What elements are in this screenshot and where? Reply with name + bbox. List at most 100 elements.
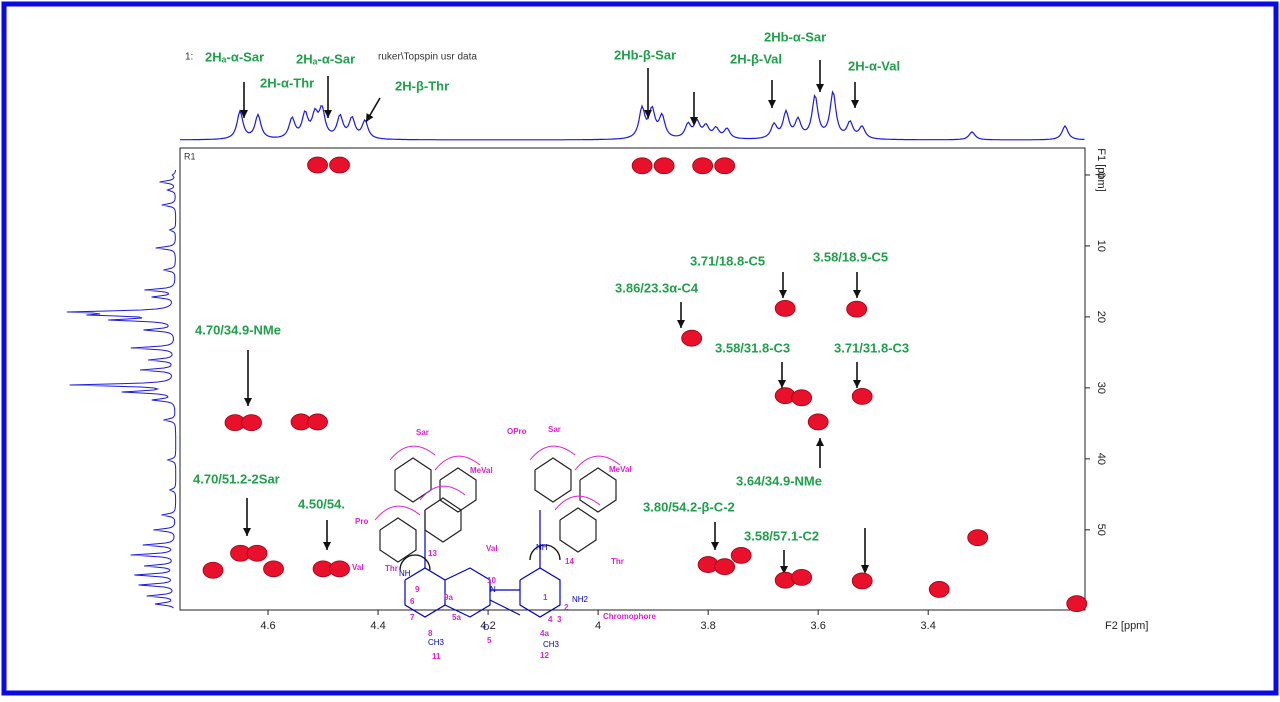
cross-peak [967,529,989,547]
residue-label: Sar [416,428,429,437]
cross-peak [714,558,736,576]
annotation: 2H-β-Val [730,51,782,66]
arrow-head [768,100,776,108]
atom-label: 1 [543,593,548,602]
arrow-head [853,290,861,298]
arrow-head [711,542,719,550]
bond [559,507,597,553]
annotation: 2Hₐ-α-Sar [205,49,264,64]
arrow-head [677,320,685,328]
cross-peak [791,568,813,586]
header-text: 1: [185,52,193,63]
residue-label: Thr [385,564,398,573]
arrow-head [690,117,698,126]
annotation: 3.58/31.8-C3 [715,340,790,355]
y-tick-label: 40 [1095,453,1107,465]
arrow-head [644,110,652,118]
cross-peak [202,561,224,579]
annotation: 2H-α-Thr [260,75,314,90]
arrow-head [816,84,824,92]
atom-label: 7 [410,613,415,622]
arrow-head [861,565,869,574]
cross-peak [1066,595,1088,613]
y-axis-label: F1 [ppm] [1095,148,1107,191]
atom-label: 9 [415,585,420,594]
bond [394,457,432,503]
cross-peak [329,156,350,174]
annotation: 2H-β-Thr [395,78,449,93]
arrow-head [323,542,331,550]
atom-label: 4 [548,615,553,624]
structure: Sar MeVal Pro Val Thr OPro Sar MeVal Val Thr Chrom… [352,425,656,661]
cross-peak [307,156,328,174]
atom-label: 5a [452,613,461,622]
cross-peak [653,157,675,175]
x-tick-label: 4 [595,620,601,632]
cross-peak [631,157,653,175]
atom-label: 5 [487,636,492,645]
y-tick-label: 30 [1095,382,1107,394]
hmbc-arrow [574,455,621,471]
annotation: 3.71/31.8-C3 [834,340,909,355]
cross-peak [246,544,268,562]
residue-label: Val [486,544,498,553]
atom-label: 2 [564,603,569,612]
hmbc-arrow [554,495,601,511]
x-tick-label: 4.2 [480,620,495,632]
plot-area [179,147,1086,611]
cross-peak [846,300,868,318]
atom-label: 12 [540,651,549,660]
cross-peak [714,157,736,175]
atom-label: 10 [487,576,496,585]
header-text: ruker\Topspin usr data [378,52,477,63]
residue-label: Sar [548,425,561,434]
annotation: 2Hₐ-α-Sar [296,51,355,66]
annotation: 2Hb-β-Sar [614,47,676,62]
atom-label: 11 [432,652,441,661]
annotation: 4.70/51.2-2Sar [193,471,280,486]
cross-peak [928,581,950,598]
annotation: 3.58/57.1-C2 [744,528,819,543]
atom-label: 14 [565,557,574,566]
cross-peak [807,413,829,431]
proj-left [66,169,177,609]
arrow-head [816,438,824,446]
atom-label: 9a [444,593,453,602]
x-tick-label: 3.6 [811,620,826,632]
x-tick-label: 4.6 [260,620,275,632]
cross-peak [241,414,262,432]
y-tick-label: 10 [1095,240,1107,252]
atom-label: 13 [428,549,437,558]
hmbc-arrow [529,544,561,561]
arrow-head [240,110,248,118]
cross-peak [681,329,703,347]
atom-label: NH [536,543,548,552]
annotation: 4.50/54. [298,496,345,511]
hmbc-arrow [374,505,421,521]
residue-label: Pro [355,517,368,526]
cross-peak [307,413,328,431]
x-tick-label: 3.8 [700,620,715,632]
annotation: 3.64/34.9-NMe [736,473,822,488]
residue-label: Thr [611,557,624,566]
cross-peak [692,157,714,175]
atom-label: NH2 [572,595,589,604]
cross-peak [851,572,873,590]
cross-peak [774,299,796,317]
residue-label: MeVal [609,465,632,474]
residue-label: MeVal [470,466,493,475]
bond [379,517,417,563]
annotation: 3.58/18.9-C5 [813,249,888,264]
hmbc-arrow [529,445,576,461]
arrow-head [853,380,861,388]
proj-top [180,90,1085,141]
arrow-head [243,528,251,536]
hmbc-arrow [399,554,431,571]
atom-label: 6 [410,597,415,606]
x-tick-label: 3.4 [921,620,936,632]
plot-label: R1 [184,151,196,161]
bond [489,599,521,616]
